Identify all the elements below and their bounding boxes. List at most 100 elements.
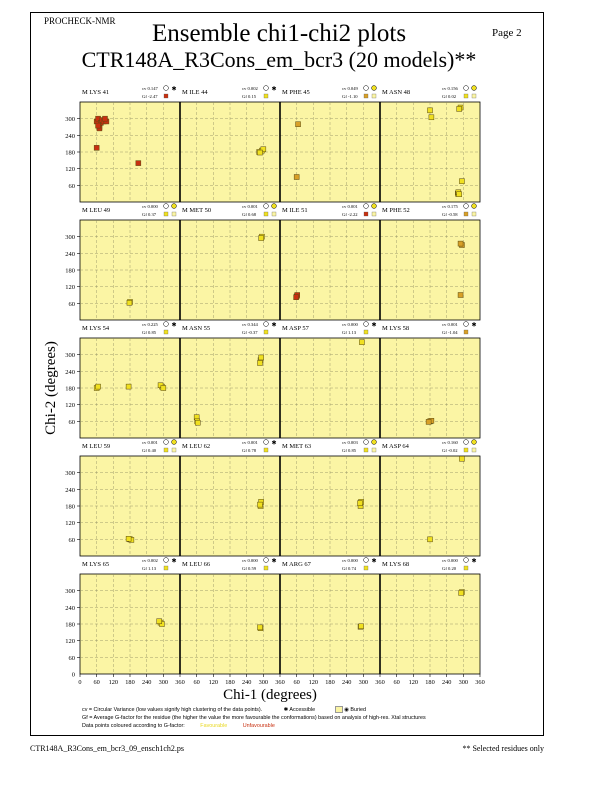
data-point [459,456,465,462]
gf-value: Gf 1.13 [342,330,357,335]
accessible-icon: ✱ [371,322,376,329]
cv-value: cv 0.003 [342,440,359,445]
data-point [293,294,299,300]
x-tick-label: 60 [294,679,300,686]
data-point [427,536,433,543]
buried-swatch [471,447,477,453]
residue-label: M PHE 45 [282,89,310,96]
data-point [358,623,364,629]
legend-unfavourable: Unfavourable [242,723,275,729]
cv-clock-icon [463,321,469,327]
file-name: CTR148A_R3Cons_em_bcr3_09_ensch1ch2.ps [30,744,184,753]
y-tick-label: 180 [65,386,75,393]
cv-value: cv 0.000 [342,322,359,327]
data-point [456,106,462,112]
data-point [125,383,132,390]
data-point [159,621,165,627]
data-point [125,536,132,542]
page-frame [30,12,544,736]
gf-swatch [363,93,369,99]
data-point [456,191,462,197]
data-point [257,501,263,508]
x-tick-label: 240 [242,679,251,686]
gf-value: Gf -1.04 [442,330,458,335]
data-point [258,354,264,361]
cv-clock-icon [263,439,269,445]
buried-icon [471,203,477,209]
cv-clock-icon [263,203,269,209]
page-subtitle: CTR148A_R3Cons_em_bcr3 (20 models)** [81,47,477,72]
gf-swatch [263,211,269,217]
buried-icon [371,85,377,91]
legend-accessible: Accessible [289,706,316,713]
data-point [156,618,162,624]
buried-icon [371,439,377,445]
cv-clock-icon [463,203,469,209]
x-tick-label: 360 [475,679,484,686]
legend-cv-text: cv = Circular Variance (low values signi… [82,706,263,713]
gf-value: Gf 0.15 [242,94,257,99]
x-tick-label: 300 [159,679,168,686]
y-tick-label: 240 [65,487,75,494]
y-tick-label: 60 [69,655,76,662]
data-point [93,145,100,151]
x-tick-label: 60 [394,679,400,686]
y-tick-label: 0 [72,672,75,679]
residue-label: M PHE 52 [382,207,410,214]
data-point [293,174,300,180]
gf-value: Gf 0.85 [342,448,357,453]
y-tick-label: 60 [69,301,76,308]
gf-value: Gf -0.37 [242,330,258,335]
gf-value: Gf 0.59 [242,566,257,571]
gf-value: Gf 0.37 [142,212,157,217]
gf-swatch [163,447,169,453]
residue-label: M LEU 62 [182,443,210,450]
cv-value: cv 0.001 [342,204,359,209]
residue-label: M ARG 67 [282,561,312,568]
gf-swatch [463,93,469,99]
gf-swatch [463,565,469,571]
gf-value: Gf 0.02 [442,94,457,99]
cv-value: cv 0.001 [242,204,259,209]
gf-swatch [463,211,469,217]
residue-label: M ASN 55 [182,325,210,332]
x-tick-label: 300 [459,679,468,686]
y-tick-label: 120 [65,638,75,645]
cv-value: cv 0.000 [442,558,459,563]
accessible-icon: ✱ [471,322,476,329]
residue-label: M LYS 54 [82,325,110,332]
page-title: Ensemble chi1-chi2 plots [151,20,407,47]
data-point [458,590,464,596]
buried-swatch [171,211,177,217]
x-axis-label: Chi-1 (degrees) [223,687,317,703]
buried-swatch [471,211,477,217]
cv-clock-icon [463,557,469,563]
cv-value: cv 0.160 [442,440,459,445]
gf-value: Gf 0.85 [142,330,157,335]
x-tick-label: 360 [275,679,284,686]
x-tick-label: 120 [309,679,318,686]
buried-icon [471,439,477,445]
cv-clock-icon [263,557,269,563]
y-tick-label: 300 [65,116,75,123]
y-tick-label: 60 [69,537,76,544]
gf-swatch [163,93,169,99]
y-tick-label: 120 [65,402,75,409]
gf-swatch [463,447,469,453]
cv-value: cv 0.147 [142,86,159,91]
gf-value: Gf -0.58 [442,212,458,217]
cv-clock-icon [163,557,169,563]
gf-value: Gf -0.02 [442,448,458,453]
y-tick-label: 60 [69,419,76,426]
y-tick-label: 180 [65,268,75,275]
data-point [257,360,263,366]
y-tick-label: 240 [65,369,75,376]
legend-gf-text: Gf = Average G-factor for the residue (t… [82,715,426,721]
gf-swatch [363,329,369,335]
accessible-icon: ✱ [171,86,176,93]
cv-value: cv 0.001 [142,440,159,445]
accessible-icon: ✱ [271,558,276,565]
cv-clock-icon [363,203,369,209]
cv-value: cv 0.156 [442,86,459,91]
